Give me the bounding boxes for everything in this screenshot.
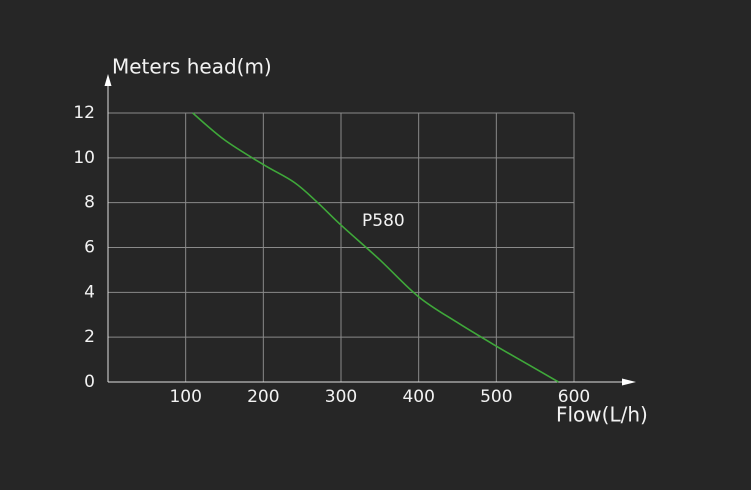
y-tick-label: 4	[84, 282, 95, 302]
x-axis-arrow	[622, 378, 636, 386]
y-tick-label: 6	[84, 238, 95, 258]
y-axis-label: Meters head(m)	[112, 55, 272, 79]
x-tick-label: 200	[247, 387, 279, 407]
x-axis-label: Flow(L/h)	[556, 403, 648, 427]
y-tick-label: 10	[73, 148, 95, 168]
annotation: P580	[362, 211, 405, 231]
y-tick-label: 8	[84, 193, 95, 213]
x-tick-label: 300	[325, 387, 357, 407]
x-tick-label: 400	[402, 387, 434, 407]
y-axis-arrow	[104, 74, 112, 86]
y-tick-label: 2	[84, 327, 95, 347]
x-tick-label: 100	[169, 387, 201, 407]
x-tick-label: 600	[558, 387, 590, 407]
x-tick-label: 500	[480, 387, 512, 407]
y-tick-label: 12	[73, 103, 95, 123]
y-tick-label: 0	[84, 372, 95, 392]
curve	[192, 112, 559, 383]
